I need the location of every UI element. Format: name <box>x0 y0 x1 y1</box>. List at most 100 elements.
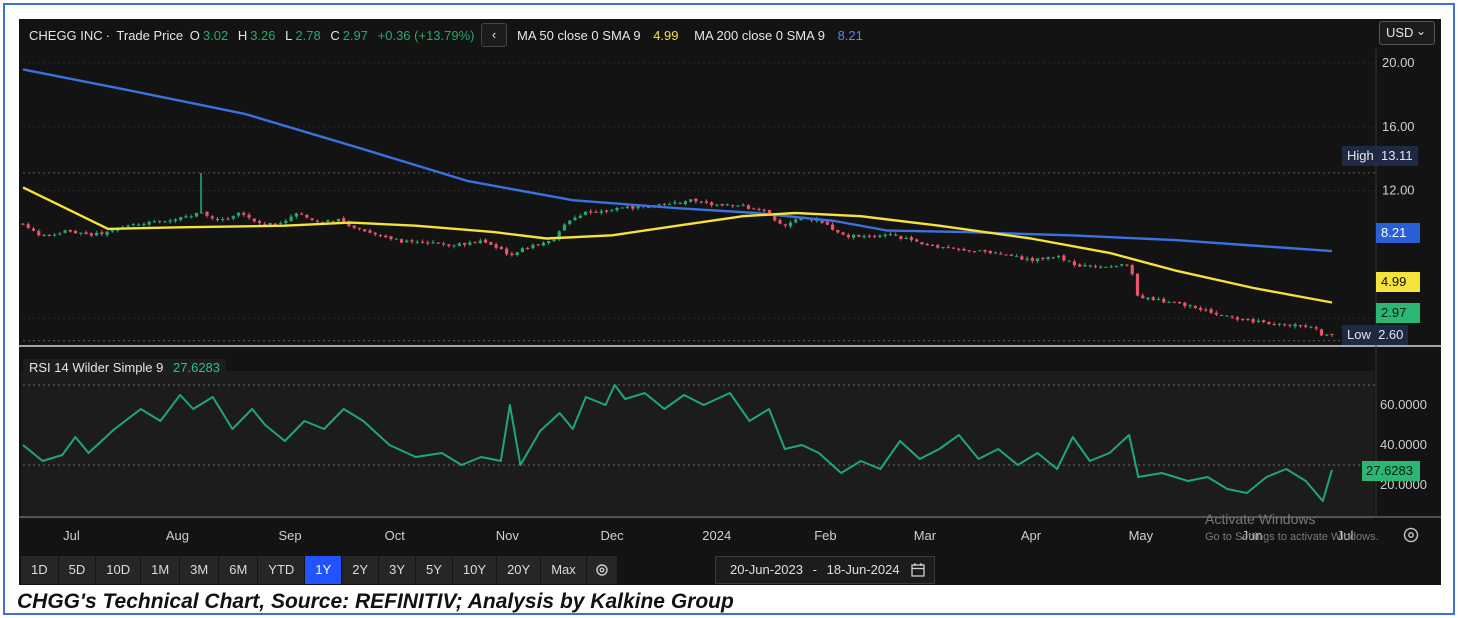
date-range-field[interactable]: 20-Jun-2023 - 18-Jun-2024 <box>715 556 935 584</box>
candle-body <box>920 242 924 245</box>
candle-body <box>878 235 882 237</box>
candle-body <box>620 207 624 209</box>
candle-body <box>899 236 903 239</box>
time-tick-label: Feb <box>814 528 836 543</box>
candle-body <box>137 224 141 226</box>
candle-body <box>315 220 319 222</box>
candle-body <box>294 213 298 217</box>
time-tick-label: Apr <box>1021 528 1042 543</box>
time-tick-label: Jul <box>1337 528 1354 543</box>
candle-body <box>1109 266 1113 268</box>
figure-caption: CHGG's Technical Chart, Source: REFINITI… <box>17 590 734 613</box>
candle-body <box>1298 325 1303 327</box>
candle-body <box>1051 257 1055 259</box>
candle-body <box>962 248 966 251</box>
candle-body <box>568 220 572 225</box>
gear-icon[interactable] <box>586 556 618 584</box>
candle-body <box>52 234 57 236</box>
candle-body <box>547 241 551 244</box>
high-tag: High 13.11 <box>1342 146 1418 166</box>
range-button-10d[interactable]: 10D <box>96 556 142 584</box>
candle-body <box>988 250 992 254</box>
candle-body <box>68 229 72 232</box>
candle-body <box>825 221 829 225</box>
candle-body <box>610 209 614 211</box>
candle-body <box>999 253 1003 255</box>
candle-body <box>857 234 861 237</box>
range-button-20y[interactable]: 20Y <box>497 556 542 584</box>
candle-body <box>336 218 341 222</box>
candle-body <box>452 245 456 247</box>
candle-body <box>1120 264 1124 266</box>
low-value: 2.78 <box>295 28 321 43</box>
change-value: +0.36 (+13.79%) <box>377 28 475 43</box>
time-tick-label: Mar <box>914 528 937 543</box>
range-button-3m[interactable]: 3M <box>180 556 220 584</box>
candle-body <box>689 199 693 202</box>
candle-body <box>21 223 25 225</box>
candle-body <box>89 233 93 236</box>
range-button-1d[interactable]: 1D <box>21 556 59 584</box>
range-button-6m[interactable]: 6M <box>219 556 259 584</box>
range-button-1y[interactable]: 1Y <box>305 556 343 584</box>
candle-body <box>1293 324 1297 327</box>
candle-body <box>252 218 256 222</box>
candle-body <box>757 208 761 210</box>
candle-body <box>646 207 651 209</box>
range-button-5y[interactable]: 5Y <box>416 556 453 584</box>
candle-body <box>142 223 146 226</box>
candle-body <box>326 220 330 222</box>
candle-body <box>147 221 151 225</box>
currency-select[interactable]: USD ⌄ <box>1379 21 1435 45</box>
candle-body <box>1272 324 1276 326</box>
candle-body <box>231 216 235 219</box>
range-button-max[interactable]: Max <box>541 556 587 584</box>
candle-body <box>720 204 724 206</box>
candle-body <box>915 239 919 242</box>
candle-body <box>494 244 498 248</box>
candle-body <box>1025 258 1029 260</box>
candle-body <box>636 205 640 209</box>
candle-body <box>1314 327 1318 329</box>
candle-body <box>846 234 850 238</box>
candle-body <box>1267 321 1271 325</box>
candle-body <box>384 235 388 238</box>
candle-body <box>73 230 78 234</box>
range-button-2y[interactable]: 2Y <box>342 556 380 584</box>
candle-body <box>1093 266 1098 268</box>
candle-body <box>783 224 787 226</box>
range-button-10y[interactable]: 10Y <box>452 556 498 584</box>
range-button-5d[interactable]: 5D <box>58 556 97 584</box>
watermark-title: Activate Windows <box>1205 511 1316 527</box>
candle-body <box>883 234 887 237</box>
collapse-legend-button[interactable]: ‹ <box>481 23 507 47</box>
range-button-3y[interactable]: 3Y <box>379 556 417 584</box>
candle-body <box>1235 317 1239 320</box>
candle-body <box>1083 264 1087 267</box>
candle-body <box>305 214 309 218</box>
candle-body <box>1214 312 1218 315</box>
candle-body <box>1088 265 1092 267</box>
candle-body <box>1078 264 1082 267</box>
calendar-icon[interactable] <box>910 562 926 578</box>
candle-body <box>993 252 998 254</box>
range-button-ytd[interactable]: YTD <box>258 556 306 584</box>
candle-body <box>373 232 377 235</box>
candle-body <box>1330 333 1334 335</box>
rsi-line <box>22 384 1333 502</box>
range-button-1m[interactable]: 1M <box>141 556 181 584</box>
rsi-tick-label: 60.0000 <box>1380 397 1427 412</box>
candle-body <box>531 244 535 249</box>
chart-settings-icon[interactable] <box>1401 525 1421 545</box>
candle-body <box>226 218 230 220</box>
candle-body <box>1046 257 1050 259</box>
candle-body <box>1188 305 1192 307</box>
candle-body <box>268 222 272 225</box>
candle-body <box>1030 258 1034 261</box>
candle-body <box>110 230 114 232</box>
candle-body <box>363 229 367 232</box>
candle-body <box>836 229 840 233</box>
candle-body <box>1256 320 1261 322</box>
rsi-band-background <box>21 371 1374 519</box>
candle-body <box>152 221 157 223</box>
